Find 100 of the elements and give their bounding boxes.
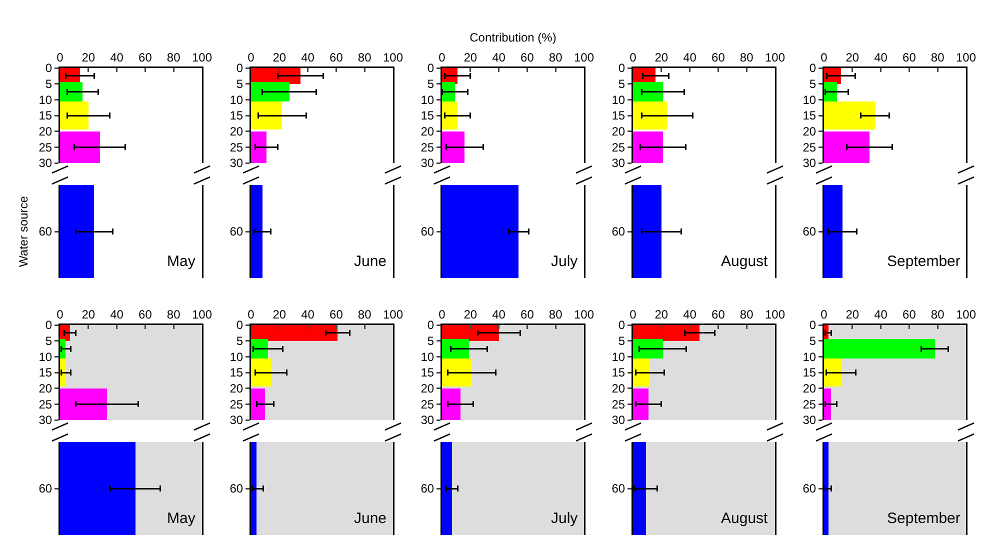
x-tick-label: 40 — [874, 50, 888, 65]
y-tick-label: 30 — [230, 413, 244, 428]
y-tick-label: 25 — [38, 397, 52, 412]
y-tick-label: 25 — [230, 140, 244, 154]
x-tick-label: 0 — [248, 50, 255, 65]
y-tick-label: 60 — [612, 482, 626, 496]
x-tick-label: 100 — [192, 50, 212, 65]
y-tick-label: 25 — [802, 140, 816, 154]
y-tick-label: 20 — [38, 382, 52, 396]
y-tick-label: 10 — [420, 92, 434, 107]
y-tick-label: 0 — [45, 318, 52, 332]
y-tick-label: 20 — [420, 124, 434, 139]
annotation: May — [167, 253, 196, 270]
y-tick-label: 10 — [802, 92, 816, 107]
x-tick-label: 20 — [272, 50, 286, 65]
y-tick-label: 10 — [612, 350, 626, 364]
x-tick-label: 20 — [654, 308, 668, 322]
y-tick-label: 20 — [230, 382, 244, 396]
x-tick-label: 80 — [358, 308, 372, 322]
y-tick-label: 60 — [230, 482, 244, 496]
y-tick-label: 30 — [802, 413, 816, 428]
x-tick-label: 40 — [874, 308, 888, 322]
y-tick-label: 30 — [612, 413, 626, 428]
y-tick-label: 30 — [420, 156, 434, 170]
y-tick-label: 25 — [802, 397, 816, 412]
x-tick-label: 20 — [464, 308, 478, 322]
x-tick-label: 80 — [740, 50, 754, 65]
x-tick-label: 80 — [548, 308, 563, 322]
x-tick-label: 80 — [166, 308, 181, 322]
y-tick-label: 10 — [612, 92, 626, 107]
y-tick-label: 20 — [612, 382, 626, 396]
x-tick-label: 0 — [820, 50, 828, 65]
x-tick-label: 60 — [330, 308, 344, 322]
y-tick-label: 60 — [38, 482, 52, 496]
x-tick-label: 60 — [712, 50, 726, 65]
x-tick-label: 20 — [654, 50, 668, 65]
x-tick-label: 100 — [382, 308, 404, 322]
x-tick-label: 0 — [630, 308, 637, 322]
x-tick-label: 100 — [574, 308, 594, 322]
x-tick-label: 0 — [630, 50, 637, 65]
y-tick-label: 20 — [612, 124, 626, 139]
y-tick-label: 10 — [802, 350, 816, 364]
y-tick-label: 5 — [809, 334, 816, 348]
y-tick-label: 10 — [420, 350, 434, 364]
y-tick-label: 25 — [420, 397, 434, 412]
x-tick-label: 60 — [330, 50, 344, 65]
y-tick-label: 10 — [230, 350, 244, 364]
y-tick-label: 30 — [420, 413, 434, 428]
x-tick-label: 0 — [56, 308, 64, 322]
x-tick-label: 100 — [192, 308, 212, 322]
x-tick-label: 100 — [764, 308, 786, 322]
x-tick-label: 60 — [902, 308, 916, 322]
x-tick-label: 0 — [438, 50, 446, 65]
y-tick-label: 60 — [802, 224, 816, 239]
y-tick-label: 5 — [427, 334, 434, 348]
y-tick-label: 5 — [618, 334, 626, 348]
y-tick-label: 0 — [236, 61, 244, 76]
x-tick-label: 40 — [301, 308, 315, 322]
y-tick-label: 30 — [38, 156, 52, 170]
x-tick-label: 100 — [764, 50, 786, 65]
y-tick-label: 15 — [230, 108, 244, 123]
x-tick-label: 40 — [110, 50, 124, 65]
y-tick-label: 25 — [230, 397, 244, 412]
annotation: July — [551, 253, 578, 270]
y-tick-label: 20 — [38, 124, 52, 139]
x-tick-label: 80 — [930, 308, 945, 322]
annotation: September — [887, 253, 960, 270]
y-tick-label: 25 — [420, 140, 434, 154]
y-tick-label: 30 — [612, 156, 626, 170]
x-tick-label: 100 — [574, 50, 594, 65]
y-tick-label: 0 — [618, 318, 626, 332]
x-tick-label: 20 — [464, 50, 478, 65]
y-tick-label: 15 — [612, 366, 626, 380]
x-tick-label: 60 — [712, 308, 726, 322]
y-tick-label: 20 — [802, 382, 816, 396]
x-tick-label: 60 — [520, 50, 534, 65]
x-tick-label: 60 — [138, 50, 152, 65]
y-tick-label: 5 — [45, 77, 52, 92]
x-tick-label: 20 — [82, 50, 96, 65]
x-tick-label: 20 — [272, 308, 286, 322]
x-axis-title: Contribution (%) — [470, 30, 556, 44]
y-tick-label: 15 — [802, 108, 816, 123]
x-tick-label: 80 — [166, 50, 181, 65]
y-tick-label: 0 — [45, 61, 52, 76]
y-tick-label: 30 — [802, 156, 816, 170]
y-tick-label: 30 — [38, 413, 52, 428]
y-tick-label: 60 — [230, 224, 244, 239]
y-tick-label: 60 — [802, 482, 816, 496]
y-tick-label: 15 — [420, 108, 434, 123]
x-tick-label: 100 — [956, 50, 976, 65]
y-tick-label: 0 — [427, 318, 434, 332]
y-tick-label: 0 — [809, 61, 816, 76]
x-tick-label: 40 — [683, 308, 697, 322]
y-tick-label: 5 — [45, 334, 52, 348]
y-tick-label: 5 — [809, 77, 816, 92]
y-tick-label: 60 — [420, 224, 434, 239]
x-tick-label: 20 — [846, 308, 860, 322]
x-tick-label: 40 — [683, 50, 697, 65]
x-tick-label: 0 — [820, 308, 828, 322]
y-tick-label: 5 — [236, 334, 244, 348]
